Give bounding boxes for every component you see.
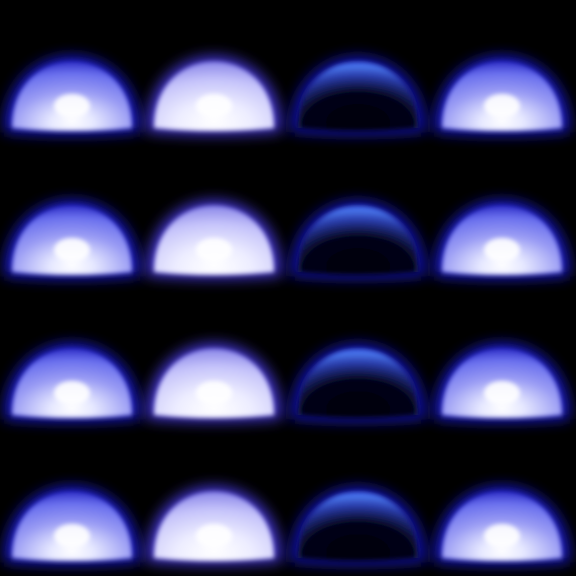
dome-core xyxy=(54,524,90,548)
glowing-dome xyxy=(146,342,282,422)
dome-core xyxy=(54,381,90,405)
glowing-dome xyxy=(434,342,570,422)
dome-body xyxy=(298,348,418,418)
glowing-dome xyxy=(4,199,140,279)
glowing-dome xyxy=(4,342,140,422)
glowing-dome xyxy=(290,485,426,565)
dome-core xyxy=(54,94,90,118)
dome-core xyxy=(484,94,520,118)
glowing-dome xyxy=(434,199,570,279)
glowing-dome xyxy=(146,485,282,565)
glowing-dome xyxy=(146,55,282,135)
glowing-dome xyxy=(290,342,426,422)
dome-core xyxy=(196,524,232,548)
glowing-dome xyxy=(290,55,426,135)
glowing-dome xyxy=(146,199,282,279)
dome-core xyxy=(54,238,90,262)
dome-core xyxy=(484,238,520,262)
glowing-dome xyxy=(434,485,570,565)
glowing-dome xyxy=(4,485,140,565)
dome-core xyxy=(196,94,232,118)
dome-body xyxy=(298,491,418,561)
glowing-dome xyxy=(290,199,426,279)
dome-core xyxy=(196,381,232,405)
dome-body xyxy=(298,61,418,131)
glowing-dome xyxy=(434,55,570,135)
dome-core xyxy=(484,381,520,405)
glowing-dome xyxy=(4,55,140,135)
dome-body xyxy=(298,205,418,275)
dome-core xyxy=(196,238,232,262)
dome-core xyxy=(484,524,520,548)
